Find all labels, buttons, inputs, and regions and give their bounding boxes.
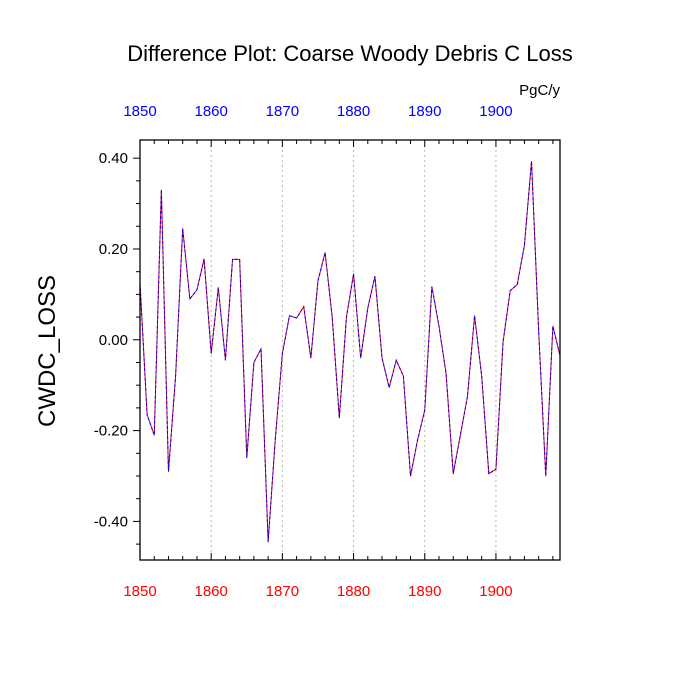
data-point: [374, 275, 376, 277]
y-tick-label: -0.20: [94, 423, 128, 440]
data-point: [531, 160, 532, 162]
y-tick-label: 0.00: [99, 332, 128, 349]
data-point: [196, 289, 198, 291]
data-point: [281, 353, 283, 354]
data-point: [495, 468, 497, 470]
data-point: [367, 307, 369, 309]
data-point: [153, 434, 155, 436]
data-point: [274, 439, 276, 441]
data-point: [545, 475, 547, 477]
x-tick-label-top: 1870: [266, 103, 299, 120]
data-point: [388, 387, 390, 388]
x-tick-label-bottom: 1860: [194, 583, 227, 600]
data-point: [552, 325, 554, 327]
data-point: [346, 316, 347, 318]
data-point: [402, 375, 404, 377]
data-point: [410, 475, 411, 477]
data-point: [182, 228, 184, 229]
data-point: [217, 287, 219, 288]
tick-marks: [133, 140, 554, 560]
data-point: [395, 359, 397, 361]
x-tick-label-top: 1850: [123, 103, 156, 120]
data-point: [445, 373, 447, 375]
x-tick-label-bottom: 1850: [123, 583, 156, 600]
data-point: [317, 280, 319, 282]
data-point: [303, 306, 305, 308]
x-tick-labels-top: 1850 1860 1870 1880 1890 1900: [123, 103, 512, 120]
x-tick-label-top: 1860: [194, 103, 227, 120]
data-point: [296, 317, 298, 319]
data-point: [474, 315, 475, 317]
data-point: [467, 396, 468, 397]
data-point: [175, 375, 176, 377]
y-tick-label: -0.40: [94, 513, 128, 530]
data-point: [452, 473, 454, 475]
data-point: [438, 325, 440, 327]
data-point: [509, 290, 511, 292]
data-point: [360, 357, 362, 359]
data-point: [146, 414, 148, 416]
data-point: [538, 330, 540, 332]
plot-frame: [139, 139, 561, 561]
data-point: [253, 362, 255, 363]
data-point: [310, 357, 312, 359]
data-point: [502, 341, 504, 343]
x-tick-label-top: 1880: [337, 103, 370, 120]
data-point: [203, 258, 205, 260]
data-point: [488, 473, 490, 475]
x-tick-label-top: 1890: [408, 103, 441, 120]
data-point: [168, 471, 169, 472]
data-point: [417, 439, 419, 441]
y-tick-label: 0.40: [99, 150, 128, 167]
grid: [210, 140, 497, 560]
chart-title: Difference Plot: Coarse Woody Debris C L…: [127, 41, 573, 66]
data-point: [267, 541, 269, 543]
data-point: [324, 252, 326, 254]
data-point: [160, 189, 162, 191]
data-point: [524, 244, 525, 246]
data-point: [225, 359, 226, 361]
data-point: [381, 357, 383, 359]
data-point: [331, 316, 333, 318]
x-tick-labels-bottom: 1850 1860 1870 1880 1890 1900: [123, 583, 512, 600]
data-point: [481, 375, 483, 377]
units-label: PgC/y: [519, 82, 560, 99]
data-point: [424, 409, 426, 411]
data-point: [289, 315, 290, 317]
data-point: [260, 348, 262, 350]
x-tick-label-bottom: 1880: [337, 583, 370, 600]
data-point: [189, 298, 191, 300]
series-line-difference: [139, 161, 561, 542]
data-point: [338, 417, 340, 419]
data-point: [353, 273, 354, 275]
data-point: [459, 434, 461, 436]
data-point: [232, 259, 233, 260]
x-tick-label-top: 1900: [479, 103, 512, 120]
series-layer: [139, 160, 561, 543]
y-tick-labels: 0.40 0.20 0.00 -0.20 -0.40: [94, 150, 128, 530]
y-tick-label: 0.20: [99, 241, 128, 258]
x-tick-label-bottom: 1870: [266, 583, 299, 600]
data-point: [210, 353, 212, 354]
data-point: [246, 457, 248, 459]
data-point: [431, 286, 433, 288]
x-tick-label-bottom: 1900: [479, 583, 512, 600]
series-line-difference-overlay: [139, 161, 561, 542]
data-point: [239, 259, 241, 260]
x-tick-label-bottom: 1890: [408, 583, 441, 600]
y-axis-label: CWDC_LOSS: [34, 275, 61, 427]
data-point: [516, 283, 518, 285]
